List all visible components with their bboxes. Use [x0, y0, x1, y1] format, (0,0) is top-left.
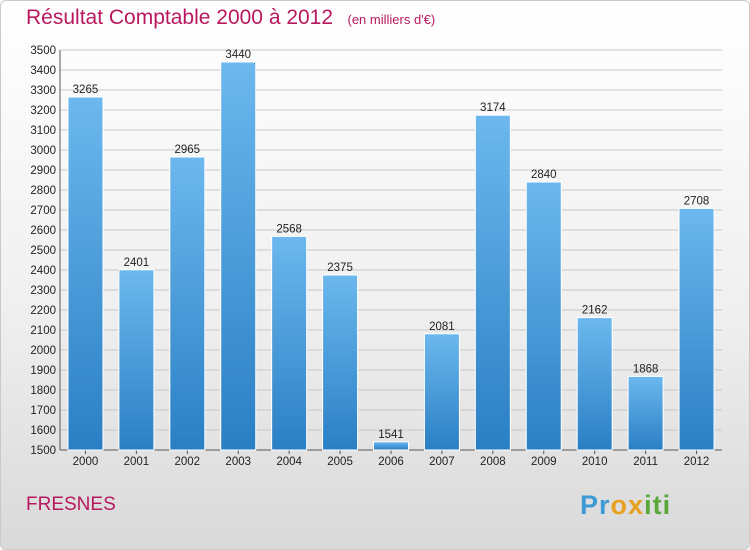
y-tick-label: 1900 [30, 365, 56, 377]
bars: 3265 2401 2965 3440 2568 2375 1541 2081 3174 2840… [67, 49, 715, 451]
data-label-2010: 2162 [582, 305, 608, 317]
x-tick-label-2002: 2002 [175, 456, 201, 468]
y-tick-label: 1500 [30, 445, 56, 457]
data-label-2005: 2375 [327, 262, 353, 274]
y-tick-label: 1700 [30, 405, 56, 417]
bar-2011 [627, 375, 664, 451]
data-label-2006: 1541 [378, 429, 404, 441]
data-label-2008: 3174 [480, 102, 506, 114]
y-tick-label: 3200 [30, 105, 56, 117]
y-tick-label: 3100 [30, 125, 56, 137]
bar-2010 [576, 317, 613, 451]
x-tick-label-2006: 2006 [378, 456, 404, 468]
bar-2004 [271, 235, 308, 451]
bar-2001 [118, 269, 155, 451]
y-tick-label: 1800 [30, 385, 56, 397]
x-tick-label-2001: 2001 [124, 456, 150, 468]
bar-2002 [169, 156, 206, 451]
x-tick-label-2003: 2003 [225, 456, 251, 468]
logo-letter: x [628, 490, 645, 520]
x-tick-label-2010: 2010 [582, 456, 608, 468]
logo-letter: P [580, 490, 600, 520]
bar-2012 [678, 207, 715, 451]
bar-2000 [67, 96, 104, 451]
y-tick-label: 2700 [30, 205, 56, 217]
x-tick-label-2011: 2011 [633, 456, 658, 468]
data-label-2003: 3440 [225, 49, 251, 61]
x-tick-label-2004: 2004 [276, 456, 302, 468]
axes: 1500 1600 1700 1800 1900 2000 2100 2200 2300 2400… [30, 45, 722, 468]
data-label-2001: 2401 [124, 257, 150, 269]
bar-2009 [525, 181, 562, 451]
y-tick-label: 2100 [30, 325, 56, 337]
bar-2007 [423, 333, 460, 451]
bar-2003 [220, 61, 257, 451]
x-tick-label-2007: 2007 [429, 456, 455, 468]
x-tick-label-2009: 2009 [531, 456, 557, 468]
chart-title-text: Résultat Comptable 2000 à 2012 [26, 6, 334, 29]
y-tick-label: 1600 [30, 425, 56, 437]
data-label-2012: 2708 [684, 195, 710, 207]
logo-letter: r [599, 490, 611, 520]
chart-title: Résultat Comptable 2000 à 2012 (en milli… [26, 6, 435, 30]
logo-letter: o [610, 490, 629, 520]
chart-unit-text: (en milliers d'€) [347, 12, 436, 27]
y-tick-label: 3300 [30, 85, 56, 97]
y-tick-label: 2900 [30, 165, 56, 177]
data-label-2000: 3265 [73, 84, 99, 96]
bar-2006 [373, 441, 409, 451]
x-tick-label-2012: 2012 [684, 456, 710, 468]
data-label-2011: 1868 [633, 363, 659, 375]
city-name: FRESNES [26, 494, 116, 515]
data-label-2004: 2568 [276, 223, 302, 235]
x-tick-label-2000: 2000 [73, 456, 99, 468]
y-tick-label: 3500 [30, 45, 56, 57]
y-tick-label: 3400 [30, 65, 56, 77]
logo-letter: t [652, 490, 663, 520]
data-label-2009: 2840 [531, 169, 557, 181]
y-tick-label: 3000 [30, 145, 56, 157]
gridlines [60, 49, 722, 451]
y-tick-label: 2800 [30, 185, 56, 197]
x-tick-label-2008: 2008 [480, 456, 506, 468]
x-tick-label-2005: 2005 [327, 456, 353, 468]
logo-letter: i [662, 490, 672, 520]
y-tick-label: 2600 [30, 225, 56, 237]
y-tick-label: 2500 [30, 245, 56, 257]
data-label-2007: 2081 [429, 321, 455, 333]
proxiti-logo[interactable]: Proxiti [580, 490, 671, 521]
data-label-2002: 2965 [175, 144, 201, 156]
bar-2005 [322, 274, 359, 451]
bar-2008 [474, 114, 511, 451]
y-tick-label: 2400 [30, 265, 56, 277]
y-tick-label: 2000 [30, 345, 56, 357]
y-tick-label: 2300 [30, 285, 56, 297]
y-tick-label: 2200 [30, 305, 56, 317]
logo-letter: i [644, 490, 653, 520]
